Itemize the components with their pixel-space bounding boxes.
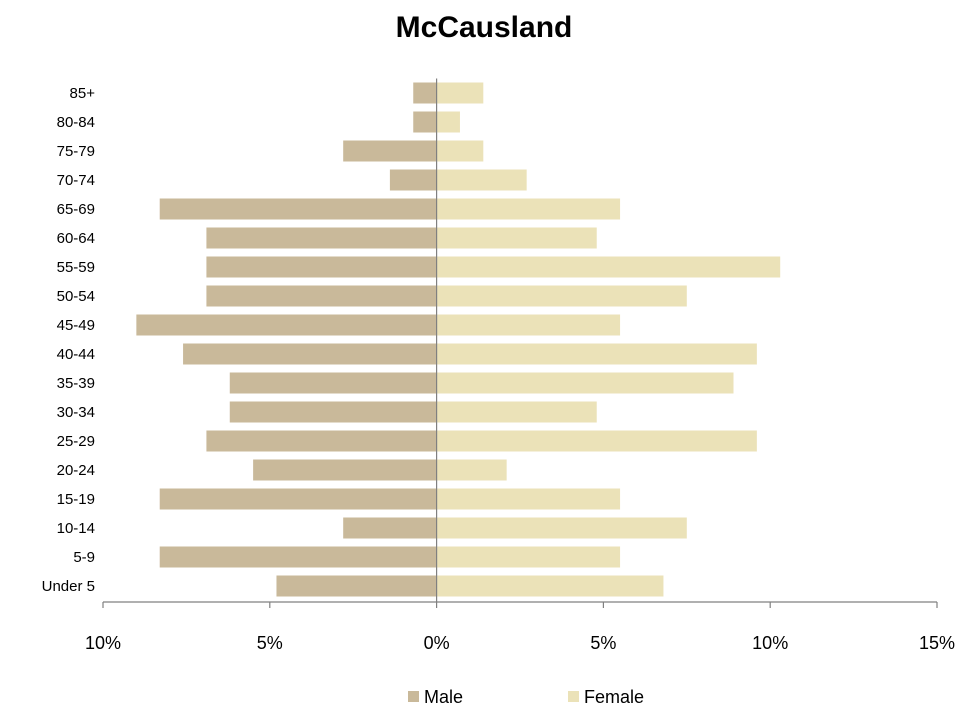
x-axis: 10% 5% 0% 5% 10% 15% [85, 78, 955, 653]
bar-male-50-54 [206, 285, 437, 307]
bar-female-60-64 [436, 227, 597, 249]
bar-male-60-64 [206, 227, 437, 249]
legend: Male Female [408, 687, 644, 707]
bars-group [136, 82, 781, 597]
bar-male-65-69 [159, 198, 437, 220]
bar-male-80-84 [413, 111, 437, 133]
category-label-30-34: 30-34 [57, 404, 95, 421]
category-label-65-69: 65-69 [57, 201, 95, 218]
category-label-75-79: 75-79 [57, 143, 95, 160]
bar-female-35-39 [436, 372, 734, 394]
category-label-50-54: 50-54 [57, 288, 95, 305]
category-label-55-59: 55-59 [57, 259, 95, 276]
bar-male-45-49 [136, 314, 437, 336]
bar-female-65-69 [436, 198, 621, 220]
bar-female-70-74 [436, 169, 527, 191]
bar-male-25-29 [206, 430, 437, 452]
bar-male-5-9 [159, 546, 437, 568]
bar-male-55-59 [206, 256, 437, 278]
bar-male-85 [413, 82, 437, 104]
bar-female-under-5 [436, 575, 664, 597]
x-tick-label: 5% [590, 633, 616, 653]
x-tick-label: 15% [919, 633, 955, 653]
x-tick-label: 10% [752, 633, 788, 653]
bar-male-20-24 [253, 459, 437, 481]
legend-label-male: Male [424, 687, 463, 707]
bar-male-15-19 [159, 488, 437, 510]
bar-female-15-19 [436, 488, 621, 510]
legend-swatch-male [408, 691, 419, 702]
category-labels: Under 5 5-9 10-14 15-19 20-24 25-29 30-34 35-39… [42, 85, 96, 595]
bar-female-30-34 [436, 401, 597, 423]
bar-female-25-29 [436, 430, 757, 452]
bar-female-10-14 [436, 517, 687, 539]
category-label-70-74: 70-74 [57, 172, 95, 189]
chart-title: McCausland [396, 11, 573, 44]
category-label-40-44: 40-44 [57, 346, 95, 363]
bar-female-45-49 [436, 314, 621, 336]
bar-male-10-14 [343, 517, 437, 539]
category-label-85: 85+ [70, 85, 96, 102]
category-label-25-29: 25-29 [57, 433, 95, 450]
category-label-35-39: 35-39 [57, 375, 95, 392]
bar-female-75-79 [436, 140, 484, 162]
category-label-15-19: 15-19 [57, 491, 95, 508]
category-label-60-64: 60-64 [57, 230, 95, 247]
bar-male-70-74 [389, 169, 437, 191]
bar-female-55-59 [436, 256, 781, 278]
category-label-45-49: 45-49 [57, 317, 95, 334]
bar-female-85 [436, 82, 484, 104]
bar-male-40-44 [183, 343, 437, 365]
category-label-5-9: 5-9 [73, 549, 95, 566]
x-tick-label: 10% [85, 633, 121, 653]
bar-male-75-79 [343, 140, 437, 162]
bar-male-under-5 [276, 575, 437, 597]
bar-female-40-44 [436, 343, 757, 365]
category-label-80-84: 80-84 [57, 114, 95, 131]
category-label-10-14: 10-14 [57, 520, 95, 537]
bar-female-20-24 [436, 459, 507, 481]
bar-female-5-9 [436, 546, 621, 568]
category-label-under-5: Under 5 [42, 578, 95, 595]
x-tick-label: 5% [257, 633, 283, 653]
legend-label-female: Female [584, 687, 644, 707]
bar-female-50-54 [436, 285, 687, 307]
bar-male-30-34 [229, 401, 437, 423]
legend-swatch-female [568, 691, 579, 702]
x-tick-label: 0% [424, 633, 450, 653]
category-label-20-24: 20-24 [57, 462, 95, 479]
bar-male-35-39 [229, 372, 437, 394]
bar-female-80-84 [436, 111, 460, 133]
